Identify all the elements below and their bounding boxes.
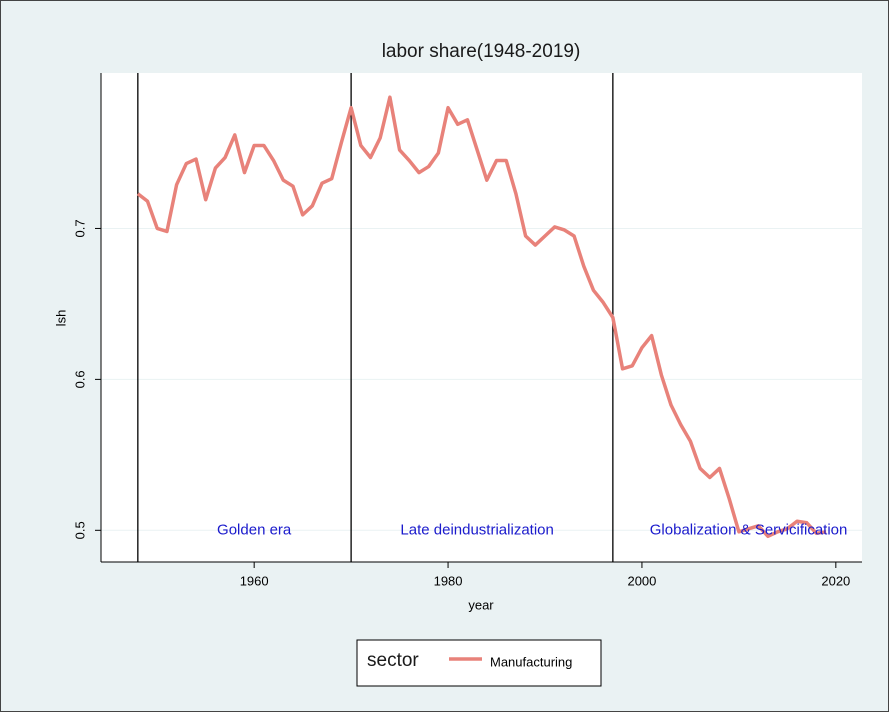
x-tick-label: 1960 [240, 573, 269, 588]
y-tick-label: 0.5 [72, 521, 87, 539]
x-tick-label: 1980 [434, 573, 463, 588]
annotation: Globalization & Servicification [650, 521, 848, 538]
annotation: Golden era [217, 521, 292, 538]
x-tick-label: 2020 [821, 573, 850, 588]
y-tick-label: 0.7 [72, 219, 87, 237]
annotation: Late deindustrialization [400, 521, 553, 538]
legend-title: sector [367, 650, 419, 671]
data-line [136, 95, 827, 539]
chart-title: labor share(1948-2019) [382, 41, 581, 62]
y-axis-label: lsh [53, 310, 68, 327]
x-tick-label: 2000 [627, 573, 656, 588]
legend-box [356, 639, 602, 687]
x-axis-label: year [468, 597, 494, 612]
y-tick-label: 0.6 [72, 370, 87, 388]
plot-area [101, 73, 862, 562]
legend: sector Manufacturing [356, 639, 602, 687]
legend-label: Manufacturing [490, 654, 572, 669]
